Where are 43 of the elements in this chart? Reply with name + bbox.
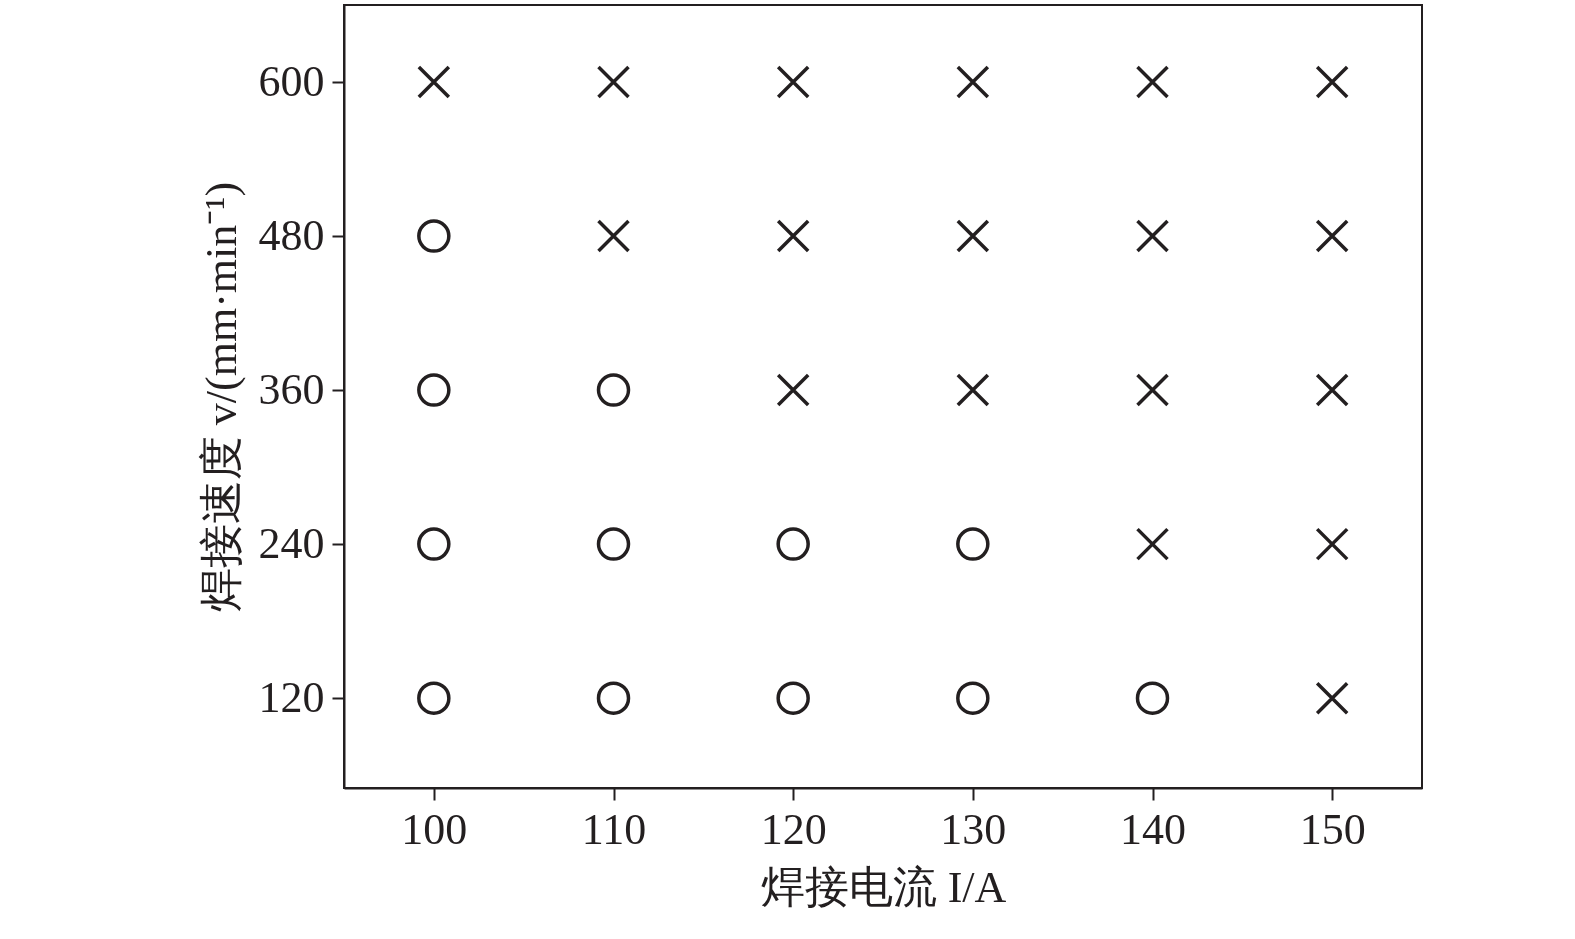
x-axis-title: 焊接电流 I/A [760, 862, 1007, 912]
x-tick-label: 110 [581, 804, 647, 854]
point [1135, 373, 1170, 407]
point [1135, 681, 1170, 715]
point [417, 373, 451, 407]
point [956, 527, 990, 561]
point [776, 65, 810, 99]
point [1135, 527, 1170, 561]
y-tick-label: 480 [258, 210, 325, 260]
point [776, 373, 810, 407]
point [776, 219, 810, 253]
x-tick-label: 120 [760, 804, 827, 854]
point [776, 681, 810, 715]
point [1135, 219, 1170, 253]
point [776, 527, 810, 561]
point [1315, 219, 1349, 253]
point [956, 65, 990, 99]
y-tick-label: 240 [258, 518, 325, 568]
point [956, 219, 990, 253]
x-tick-label: 140 [1120, 804, 1186, 854]
point [1315, 373, 1349, 407]
point [417, 681, 451, 715]
y-tick-label: 120 [258, 672, 325, 722]
y-tick-label: 360 [258, 364, 325, 414]
y-axis-title: 焊接速度 v/(mm·min⁻¹) [196, 181, 246, 613]
point [417, 65, 451, 99]
point [1315, 527, 1349, 561]
x-tick-label: 130 [940, 804, 1007, 854]
point [596, 373, 631, 407]
point [596, 527, 631, 561]
point [417, 527, 451, 561]
point [1135, 65, 1170, 99]
point [596, 219, 631, 253]
x-tick-label: 100 [401, 804, 468, 854]
point [1315, 681, 1349, 715]
point [596, 681, 631, 715]
point [956, 373, 990, 407]
y-tick-label: 600 [258, 56, 325, 106]
x-tick-label: 150 [1299, 804, 1366, 854]
point [417, 219, 451, 253]
point [956, 681, 990, 715]
point [596, 65, 631, 99]
point [1315, 65, 1349, 99]
